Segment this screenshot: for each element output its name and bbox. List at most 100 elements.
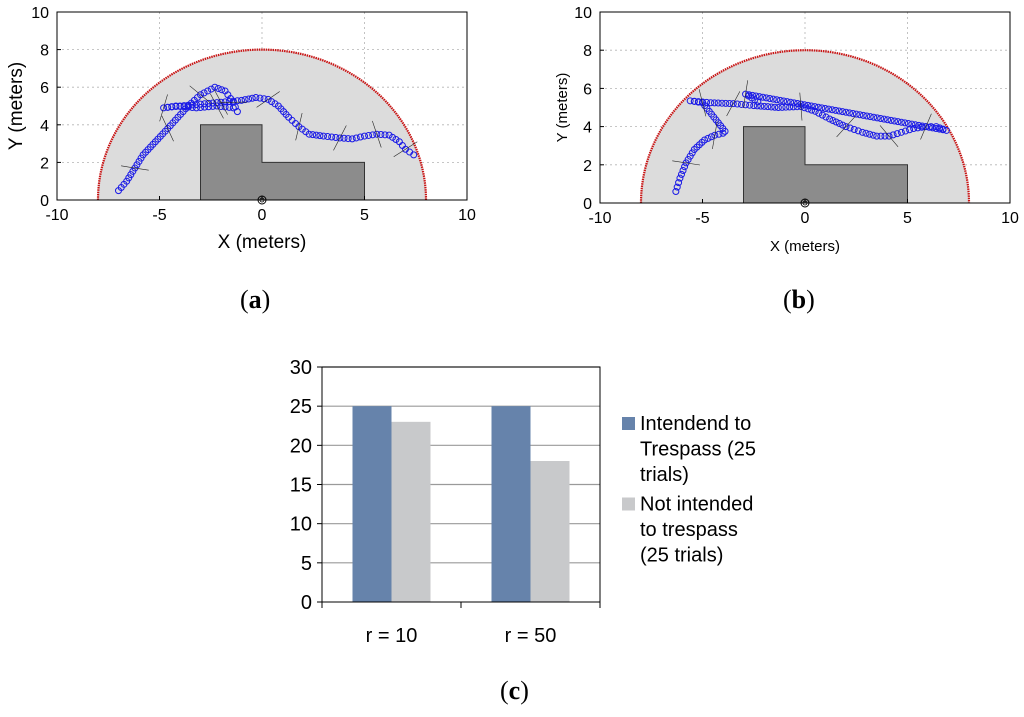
- trajectory-point: [204, 87, 212, 95]
- x-category-label: r = 50: [505, 625, 557, 647]
- trajectory-point: [873, 132, 881, 140]
- heading-line: [393, 141, 418, 158]
- bar: [391, 421, 431, 602]
- trajectory-point: [832, 106, 840, 114]
- trajectory-point: [852, 110, 860, 118]
- trajectory-point: [714, 99, 722, 107]
- trajectory-point: [811, 103, 819, 111]
- trajectory-point: [271, 100, 279, 108]
- trajectory-point: [807, 102, 815, 110]
- trajectory-point: [826, 115, 834, 123]
- trajectory-point: [184, 103, 192, 111]
- x-tick-label: 10: [1001, 210, 1019, 227]
- trajectory-point: [192, 100, 200, 108]
- trajectory-point: [856, 111, 864, 119]
- bar: [491, 406, 531, 602]
- trajectory-point: [241, 96, 249, 104]
- trajectory: [115, 83, 418, 195]
- trajectory-point: [679, 167, 687, 175]
- trajectory-point: [822, 113, 830, 121]
- trajectory-point: [164, 103, 172, 111]
- y-tick-label: 6: [583, 81, 592, 98]
- heading-line: [920, 113, 932, 140]
- trajectory-point: [858, 128, 866, 136]
- trajectory-point: [686, 97, 694, 105]
- trajectory-point: [929, 124, 937, 132]
- trajectory-point: [832, 118, 840, 126]
- legend-label: (25 trials): [640, 545, 723, 567]
- trajectory-point: [787, 98, 795, 106]
- trajectory-point: [694, 98, 702, 106]
- trajectory-point: [218, 86, 226, 94]
- heading-line: [333, 125, 347, 151]
- trajectory-point: [877, 132, 885, 140]
- trajectory-point: [305, 130, 313, 138]
- trajectory-point: [901, 119, 909, 127]
- x-tick-label: 0: [258, 207, 267, 224]
- legend-label: to trespass: [640, 519, 738, 541]
- y-tick-label: 10: [31, 5, 49, 22]
- trajectory-point: [835, 107, 843, 115]
- heading-line: [189, 85, 212, 104]
- x-tick-label: -10: [588, 210, 611, 227]
- trajectory-point: [854, 127, 862, 135]
- trajectory-point: [229, 104, 237, 112]
- trajectory-point: [352, 134, 360, 142]
- legend-label: trials): [640, 464, 689, 486]
- trajectory-point: [188, 101, 196, 109]
- heading-line: [256, 91, 280, 108]
- trajectory-point: [309, 131, 317, 139]
- trajectory-point: [699, 98, 706, 106]
- trajectory-point: [887, 116, 895, 124]
- heading-line: [210, 93, 224, 119]
- heading-line: [836, 116, 856, 138]
- y-tick-label: 8: [40, 43, 49, 60]
- heading-line: [712, 121, 718, 150]
- trajectory-point: [184, 101, 192, 109]
- trajectory-point: [197, 100, 204, 108]
- heading-line: [799, 92, 803, 121]
- trajectory-point: [753, 102, 761, 110]
- trajectory-point: [767, 103, 775, 111]
- x-tick-label: -5: [695, 210, 709, 227]
- trajectory-point: [225, 97, 233, 105]
- trajectory-point: [764, 103, 772, 111]
- legend-swatch: [622, 417, 635, 430]
- x-tick-label: -10: [45, 207, 68, 224]
- trajectory-point: [214, 84, 222, 92]
- trajectory-point: [324, 133, 332, 141]
- trajectory-point: [180, 102, 188, 110]
- trajectory-point: [839, 108, 847, 116]
- trajectory-point: [915, 121, 923, 129]
- trajectory-point: [711, 131, 719, 139]
- heading-line: [372, 120, 382, 148]
- y-tick-label: 2: [583, 158, 592, 175]
- trajectory-point: [320, 132, 327, 140]
- trajectory-point: [760, 102, 768, 110]
- x-axis-label: X (meters): [770, 238, 840, 255]
- trajectory-point: [268, 98, 276, 106]
- trajectory-point: [774, 104, 782, 111]
- trajectory-point: [849, 110, 857, 118]
- trajectory-point: [701, 136, 709, 144]
- y-tick-label: 0: [583, 196, 592, 213]
- trajectory-point: [877, 115, 885, 123]
- x-tick-label: 5: [360, 207, 369, 224]
- trajectory-point: [340, 134, 348, 142]
- x-axis-label: X (meters): [218, 232, 307, 253]
- trajectory-point: [862, 129, 870, 137]
- trajectory-point: [316, 132, 324, 140]
- trajectory-point: [908, 120, 916, 128]
- trajectory-point: [209, 99, 217, 107]
- heading-line: [161, 115, 174, 142]
- heading-line: [121, 165, 149, 171]
- trajectory-point: [818, 104, 826, 112]
- y-axis-label: Y (meters): [6, 62, 27, 150]
- panel-label-b: (b): [783, 285, 815, 314]
- trajectory-point: [392, 136, 400, 144]
- trajectory-point: [821, 105, 829, 113]
- y-tick-label: 0: [40, 193, 49, 210]
- legend-swatch: [622, 497, 635, 511]
- x-tick-label: 10: [458, 207, 476, 224]
- trajectory-point: [681, 163, 689, 171]
